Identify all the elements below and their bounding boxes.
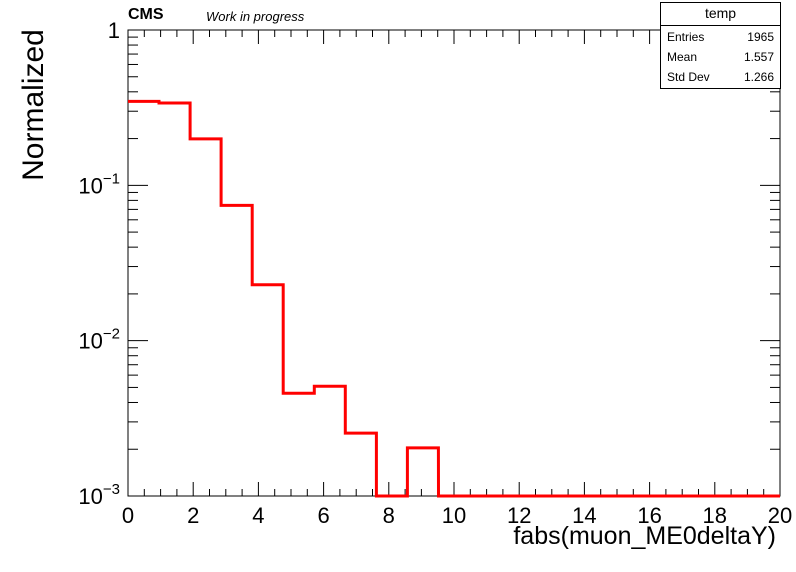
- stats-value-stddev: 1.266: [743, 70, 774, 84]
- x-tick-label: 16: [637, 503, 661, 528]
- x-tick-label: 8: [383, 503, 395, 528]
- x-tick-label: 2: [187, 503, 199, 528]
- x-tick-label: 10: [442, 503, 466, 528]
- stats-value-mean: 1.557: [743, 50, 774, 64]
- x-tick-label: 6: [317, 503, 329, 528]
- stats-label-mean: Mean: [667, 50, 698, 64]
- stats-label-stddev: Std Dev: [667, 70, 710, 84]
- stats-box: temp Entries 1965 Mean 1.557 Std Dev 1.2…: [660, 2, 781, 89]
- y-tick-label: 10−2: [78, 326, 120, 354]
- experiment-label: CMS: [128, 6, 164, 23]
- stats-row-stddev: Std Dev 1.266: [661, 66, 780, 86]
- y-axis-title-box: Normalized: [14, 20, 54, 190]
- stats-row-entries: Entries 1965: [661, 26, 780, 46]
- x-tick-label: 14: [572, 503, 596, 528]
- stats-box-title: temp: [661, 3, 780, 26]
- plot-frame: [127, 29, 781, 497]
- x-axis-title: fabs(muon_ME0deltaY): [513, 522, 776, 550]
- y-tick-label: 10−1: [78, 170, 120, 198]
- x-tick-label: 18: [703, 503, 727, 528]
- histogram-line: [128, 99, 780, 498]
- x-tick-label: 12: [507, 503, 531, 528]
- x-tick-label: 0: [122, 503, 134, 528]
- x-tick-label: 4: [252, 503, 264, 528]
- x-tick-label: 20: [768, 503, 792, 528]
- status-label: Work in progress: [206, 9, 305, 24]
- y-axis-title: Normalized: [17, 29, 50, 181]
- stats-value-entries: 1965: [747, 30, 774, 44]
- y-tick-label: 1: [108, 18, 120, 43]
- stats-row-mean: Mean 1.557: [661, 46, 780, 66]
- stats-label-entries: Entries: [667, 30, 705, 44]
- y-tick-label: 10−3: [78, 481, 120, 509]
